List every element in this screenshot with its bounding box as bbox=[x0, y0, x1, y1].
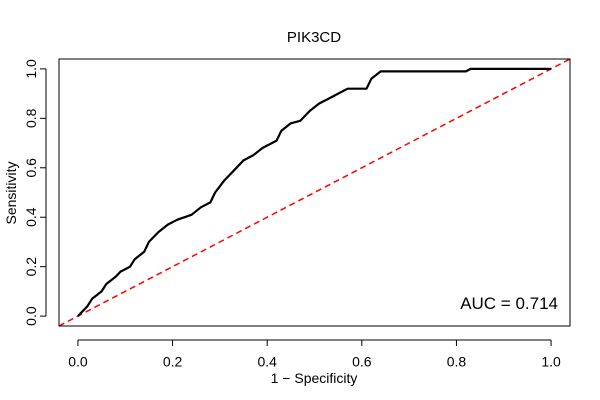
y-axis-label: Sensitivity bbox=[3, 161, 19, 224]
plot-frame bbox=[58, 58, 571, 327]
chart-title: PIK3CD bbox=[287, 29, 341, 46]
y-tick-label: 1.0 bbox=[23, 59, 39, 79]
x-tick-label: 0.0 bbox=[68, 353, 88, 369]
x-axis-label: 1 − Specificity bbox=[271, 370, 358, 386]
y-axis: 0.0 0.2 0.4 0.6 0.8 1.0 bbox=[23, 59, 47, 326]
y-tick-label: 0.2 bbox=[23, 257, 39, 277]
roc-curve-line bbox=[77, 67, 552, 317]
auc-annotation: AUC = 0.714 bbox=[460, 294, 558, 313]
x-tick-label: 0.4 bbox=[257, 353, 277, 369]
x-tick-label: 1.0 bbox=[541, 353, 561, 369]
x-tick-label: 0.2 bbox=[163, 353, 183, 369]
x-tick-label: 0.8 bbox=[447, 353, 467, 369]
y-tick-label: 0.0 bbox=[23, 306, 39, 326]
reference-diagonal-line bbox=[59, 59, 570, 326]
x-tick-label: 0.6 bbox=[352, 353, 372, 369]
y-tick-label: 0.6 bbox=[23, 158, 39, 178]
plot-layer bbox=[59, 59, 570, 326]
y-tick-label: 0.4 bbox=[23, 207, 39, 227]
y-tick-label: 0.8 bbox=[23, 108, 39, 128]
x-axis: 0.0 0.2 0.4 0.6 0.8 1.0 bbox=[68, 339, 561, 369]
